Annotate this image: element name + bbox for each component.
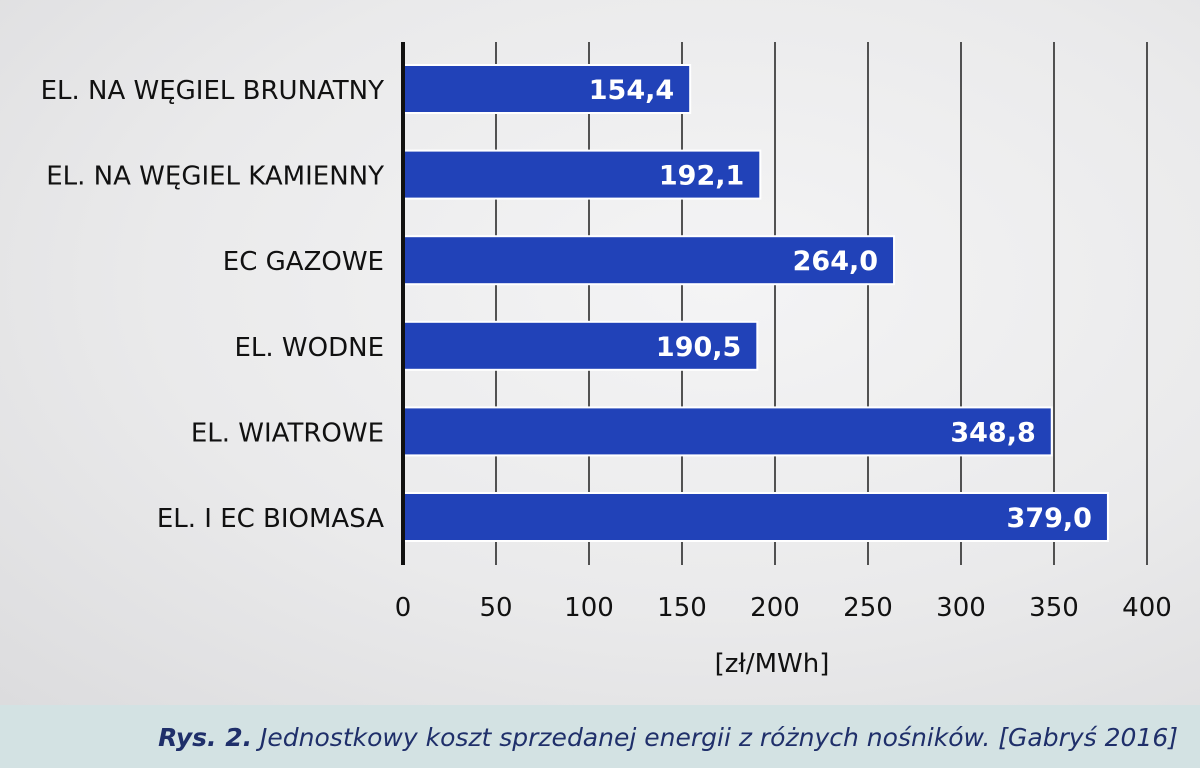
bar-value-label: 190,5 [656,332,741,363]
bar [402,235,896,286]
caption-prefix: Rys. 2. [158,723,253,752]
caption-text: Jednostkowy koszt sprzedanej energii z r… [252,723,1178,752]
x-tick-label: 400 [1122,593,1172,623]
figure-caption: Rys. 2. Jednostkowy koszt sprzedanej ene… [158,723,1178,752]
bar-value-label: 348,8 [950,417,1035,448]
category-label: EL. WIATROWE [191,418,384,448]
category-label: EL. I EC BIOMASA [157,504,384,534]
caption-bar: Rys. 2. Jednostkowy koszt sprzedanej ene… [0,705,1200,768]
bar [402,320,759,371]
bar [402,492,1109,542]
category-label: EL. WODNE [234,333,384,363]
x-tick-label: 200 [750,593,800,623]
chart-area: 154,4 EL. NA WĘGIEL BRUNATNY 192,1 EL. NA W… [0,0,1200,705]
category-label: EL. NA WĘGIEL BRUNATNY [41,76,385,106]
bar [402,406,1053,457]
bar-value-label: 192,1 [659,161,744,192]
bar-value-label: 264,0 [793,246,878,277]
bar-value-label: 379,0 [1007,503,1092,534]
x-axis-title: [zł/MWh] [715,649,830,679]
x-tick-label: 300 [936,593,986,623]
x-tick-label: 250 [843,593,893,623]
bar-chart: 154,4 EL. NA WĘGIEL BRUNATNY 192,1 EL. NA W… [41,42,1172,679]
bar-value-label: 154,4 [589,75,674,106]
category-label: EL. NA WĘGIEL KAMIENNY [46,162,384,192]
x-tick-label: 350 [1029,593,1079,623]
x-tick-label: 0 [395,593,412,623]
x-tick-label: 50 [479,593,512,623]
bar [402,149,762,200]
x-tick-label: 150 [657,593,707,623]
x-tick-label: 100 [564,593,614,623]
category-label: EC GAZOWE [223,247,384,277]
